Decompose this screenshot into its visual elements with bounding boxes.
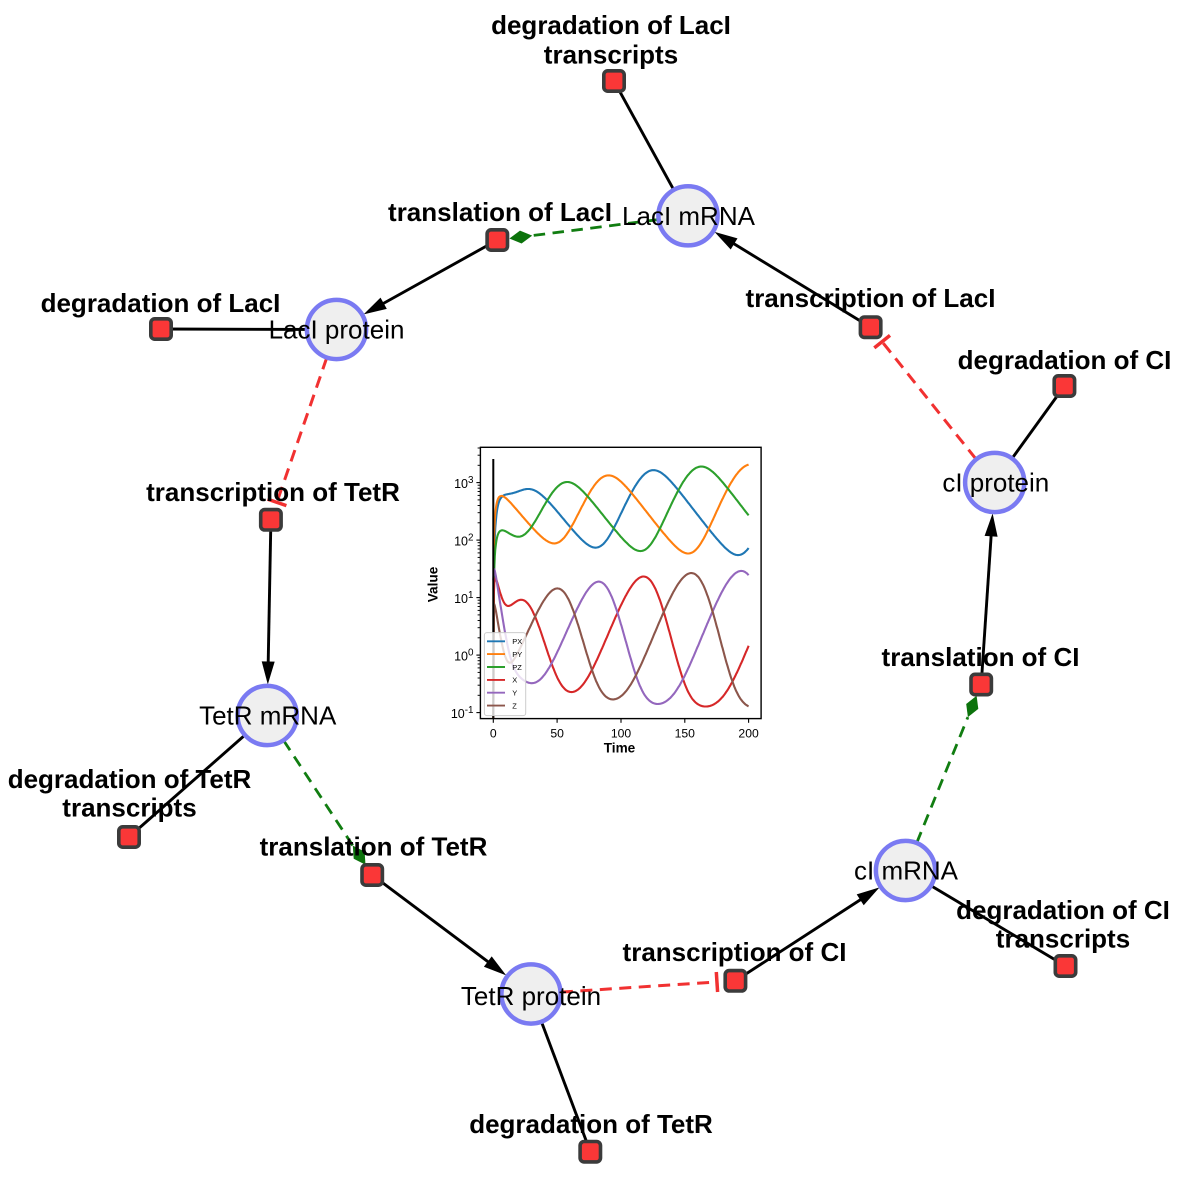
svg-text:PZ: PZ — [512, 663, 522, 672]
svg-text:degradation of LacI: degradation of LacI — [41, 288, 281, 318]
svg-text:Z: Z — [512, 701, 517, 710]
svg-text:PX: PX — [512, 637, 522, 646]
svg-text:LacI mRNA: LacI mRNA — [622, 201, 756, 231]
svg-text:degradation of CI: degradation of CI — [958, 345, 1172, 375]
svg-text:Time: Time — [604, 741, 636, 756]
svg-text:translation of TetR: translation of TetR — [260, 832, 488, 862]
svg-text:X: X — [512, 676, 517, 685]
svg-text:100: 100 — [611, 727, 632, 741]
svg-text:transcription of CI: transcription of CI — [623, 937, 847, 967]
svg-text:0: 0 — [490, 727, 497, 741]
svg-text:degradation of TetR: degradation of TetR — [8, 764, 252, 794]
svg-text:transcripts: transcripts — [996, 924, 1130, 954]
svg-text:transcription of TetR: transcription of TetR — [146, 477, 400, 507]
svg-text:Y: Y — [512, 689, 517, 698]
svg-text:degradation of CI: degradation of CI — [956, 895, 1170, 925]
svg-text:50: 50 — [550, 727, 564, 741]
svg-text:cI mRNA: cI mRNA — [854, 856, 959, 886]
svg-text:translation of LacI: translation of LacI — [388, 197, 612, 227]
svg-text:200: 200 — [738, 727, 759, 741]
svg-text:translation of CI: translation of CI — [882, 642, 1080, 672]
svg-text:TetR protein: TetR protein — [461, 981, 601, 1011]
svg-text:transcripts: transcripts — [62, 793, 196, 823]
svg-text:LacI protein: LacI protein — [269, 315, 405, 345]
svg-text:PY: PY — [512, 650, 522, 659]
svg-text:transcription of LacI: transcription of LacI — [746, 283, 996, 313]
svg-text:cI protein: cI protein — [942, 468, 1049, 498]
svg-text:degradation of TetR: degradation of TetR — [469, 1109, 713, 1139]
svg-text:Value: Value — [425, 566, 440, 602]
svg-text:150: 150 — [675, 727, 696, 741]
svg-text:degradation of LacI: degradation of LacI — [491, 10, 731, 40]
svg-text:TetR mRNA: TetR mRNA — [199, 701, 337, 731]
svg-text:transcripts: transcripts — [544, 40, 678, 70]
